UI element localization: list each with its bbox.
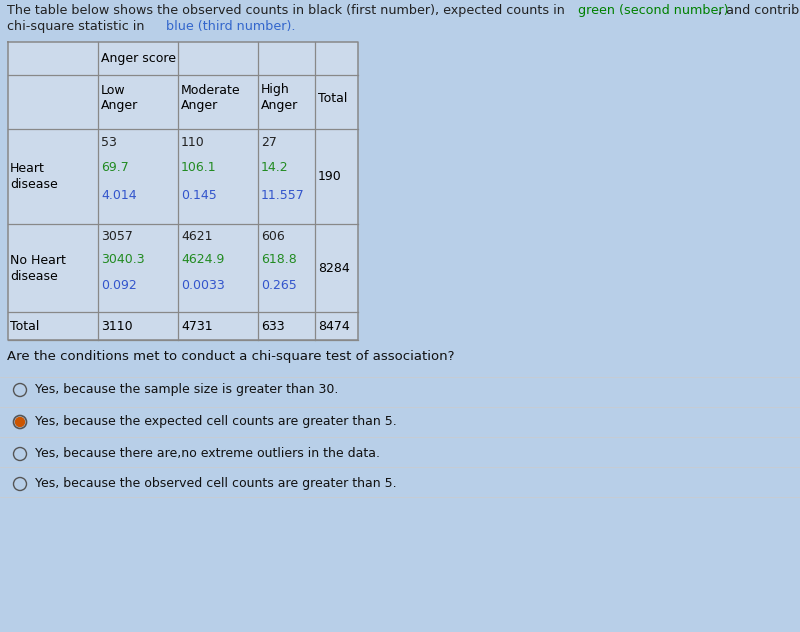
Text: 53: 53 (101, 137, 117, 149)
Text: No Heart
disease: No Heart disease (10, 253, 66, 283)
Text: 4.014: 4.014 (101, 189, 137, 202)
Text: Yes, because the observed cell counts are greater than 5.: Yes, because the observed cell counts ar… (35, 478, 397, 490)
Text: 0.145: 0.145 (181, 189, 217, 202)
Text: Low
Anger: Low Anger (101, 83, 138, 112)
Bar (8, 42, 358, 340)
Text: 190: 190 (318, 170, 342, 183)
Text: 69.7: 69.7 (101, 161, 129, 174)
Text: 0.0033: 0.0033 (181, 279, 225, 292)
Text: Yes, because the expected cell counts are greater than 5.: Yes, because the expected cell counts ar… (35, 415, 397, 428)
Text: Total: Total (10, 320, 39, 332)
Text: 106.1: 106.1 (181, 161, 217, 174)
Text: 0.265: 0.265 (261, 279, 297, 292)
Text: chi-square statistic in: chi-square statistic in (7, 20, 149, 33)
Text: The table below shows the observed counts in black (first number), expected coun: The table below shows the observed count… (7, 4, 569, 17)
Text: Moderate
Anger: Moderate Anger (181, 83, 241, 112)
Text: , and contribution to the: , and contribution to the (718, 4, 800, 17)
Text: 606: 606 (261, 230, 285, 243)
Text: 110: 110 (181, 137, 205, 149)
Text: green (second number): green (second number) (578, 4, 729, 17)
Text: 4624.9: 4624.9 (181, 253, 224, 267)
Text: Yes, because there are,no extreme outliers in the data.: Yes, because there are,no extreme outlie… (35, 447, 380, 461)
Text: 4731: 4731 (181, 320, 213, 332)
Text: 618.8: 618.8 (261, 253, 297, 267)
Text: 4621: 4621 (181, 230, 213, 243)
Text: 8474: 8474 (318, 320, 350, 332)
Text: 14.2: 14.2 (261, 161, 289, 174)
Text: Heart
disease: Heart disease (10, 162, 58, 191)
Text: 633: 633 (261, 320, 285, 332)
Text: 11.557: 11.557 (261, 189, 305, 202)
Text: 3057: 3057 (101, 230, 133, 243)
Text: High
Anger: High Anger (261, 83, 298, 112)
Text: Are the conditions met to conduct a chi-square test of association?: Are the conditions met to conduct a chi-… (7, 350, 454, 363)
Text: 3110: 3110 (101, 320, 133, 332)
Text: 0.092: 0.092 (101, 279, 137, 292)
Text: Anger score: Anger score (101, 52, 176, 65)
Text: 27: 27 (261, 137, 277, 149)
Text: 8284: 8284 (318, 262, 350, 274)
Text: blue (third number).: blue (third number). (166, 20, 296, 33)
Text: Yes, because the sample size is greater than 30.: Yes, because the sample size is greater … (35, 384, 338, 396)
Circle shape (15, 418, 25, 427)
Text: Total: Total (318, 92, 347, 104)
Text: 3040.3: 3040.3 (101, 253, 145, 267)
